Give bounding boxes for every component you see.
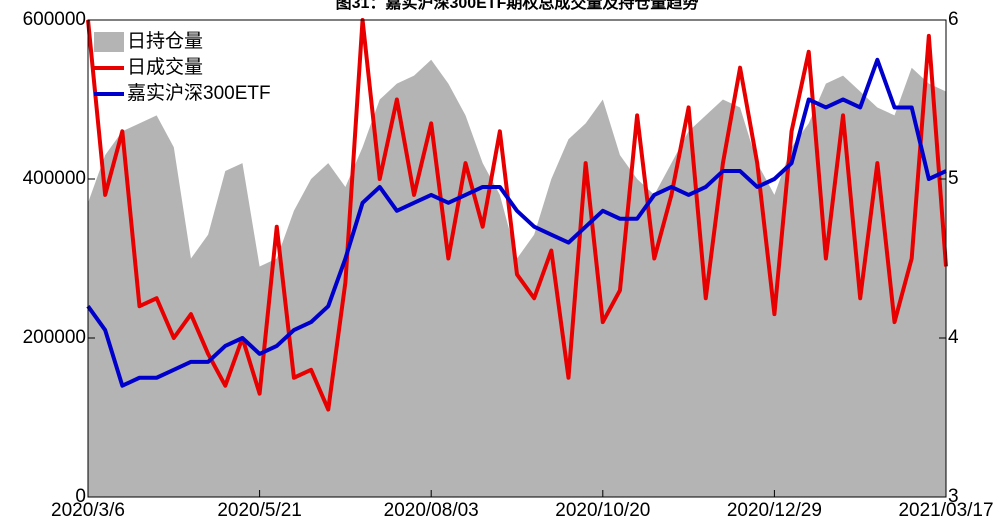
chart-title: 图31：嘉实沪深300ETF期权总成交量及持仓量趋势 — [336, 0, 699, 12]
y-tick-label: 600000 — [23, 9, 86, 30]
legend-swatch — [94, 32, 124, 52]
line — [86, 57, 947, 388]
x-tick-label: 2020/5/21 — [217, 500, 302, 521]
line — [86, 18, 948, 412]
legend-label: 日成交量 — [127, 56, 203, 78]
plot-frame — [87, 19, 947, 498]
y2-tick-label: 4 — [948, 327, 959, 348]
y2-tick-label: 3 — [948, 486, 959, 507]
x-tick-label: 2020/10/20 — [555, 500, 650, 521]
y2-tick-label: 6 — [948, 9, 959, 30]
legend-label: 嘉实沪深300ETF — [127, 82, 271, 104]
y-tick-label: 0 — [75, 486, 86, 507]
x-tick-label: 2020/12/29 — [727, 500, 822, 521]
y-tick-label: 400000 — [23, 168, 86, 189]
x-tick-label: 2021/03/17 — [898, 500, 993, 521]
legend-label: 日持仓量 — [127, 30, 203, 52]
y-tick-label: 200000 — [23, 327, 86, 348]
area — [88, 59, 946, 497]
x-tick-label: 2020/3/6 — [51, 500, 125, 521]
x-tick-label: 2020/08/03 — [384, 500, 479, 521]
y2-tick-label: 5 — [948, 168, 959, 189]
